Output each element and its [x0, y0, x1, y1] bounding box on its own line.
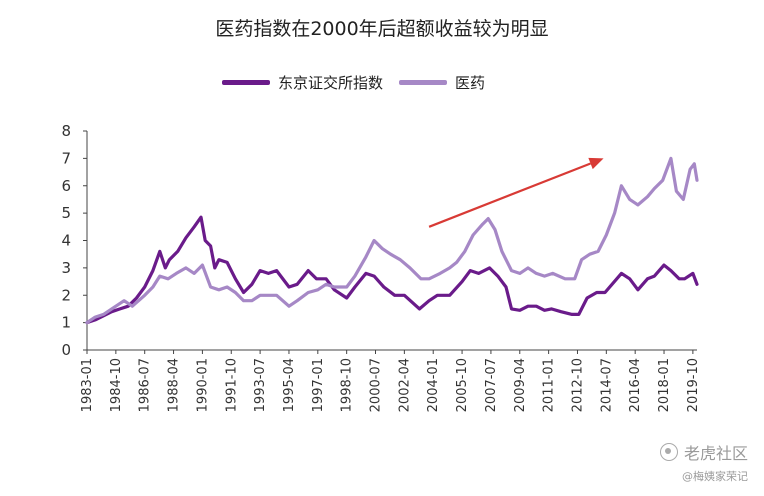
x-tick-label: 2009-04: [513, 358, 528, 412]
legend-swatch-tse: [222, 80, 270, 85]
watermark-brand-text: 老虎社区: [683, 444, 748, 463]
x-tick-label: 1990-01: [195, 358, 210, 412]
legend-label-tse: 东京证交所指数: [278, 74, 384, 92]
x-tick-label: 2014-07: [599, 358, 614, 412]
trend-arrow-shaft: [428, 162, 591, 228]
x-tick-label: 2011-01: [542, 358, 557, 412]
y-tick-label: 0: [61, 341, 71, 359]
y-axis-ticks: 0 1 2 3 4 5 6 7 8: [61, 122, 87, 359]
y-tick-label: 8: [61, 122, 71, 140]
chart-axes: [86, 131, 697, 351]
trend-arrow: [428, 157, 604, 228]
watermark-brand: 老虎社区: [659, 440, 748, 464]
x-tick-label: 2007-07: [484, 358, 499, 412]
x-tick-label: 1998-10: [340, 358, 355, 412]
y-tick-label: 5: [61, 204, 71, 222]
x-tick-label: 1995-04: [282, 358, 297, 412]
x-tick-label: 2019-10: [686, 358, 701, 412]
chart-title: 医药指数在2000年后超额收益较为明显: [215, 18, 549, 40]
x-tick-label: 2018-01: [657, 358, 672, 412]
chart-legend: 东京证交所指数 医药: [222, 72, 485, 93]
tiger-community-logo-icon: [659, 443, 678, 461]
x-tick-label: 1993-07: [253, 358, 268, 412]
x-tick-label: 2004-01: [426, 358, 441, 412]
y-tick-label: 2: [61, 286, 71, 304]
chart-series: [85, 156, 699, 325]
y-tick-label: 3: [61, 259, 71, 277]
legend-item-tse: 东京证交所指数: [222, 72, 383, 93]
watermark-author: @梅姨家荣记: [682, 470, 748, 483]
x-tick-label: 2002-04: [397, 358, 412, 412]
x-tick-label: 2012-10: [570, 358, 585, 412]
x-tick-label: 2000-07: [369, 358, 384, 412]
x-tick-label: 2005-10: [455, 358, 470, 412]
trend-arrow-head: [588, 157, 604, 170]
x-tick-label: 1991-10: [224, 358, 239, 412]
y-tick-label: 6: [61, 177, 71, 195]
series-line-pharma: [85, 156, 699, 325]
x-tick-label: 1997-01: [311, 358, 326, 412]
x-tick-label: 2016-04: [628, 358, 643, 412]
legend-item-pharma: 医药: [399, 72, 485, 93]
y-tick-label: 7: [61, 149, 71, 167]
x-tick-label: 1984-10: [109, 358, 124, 412]
x-axis-ticks: 1983-01 1984-10 1986-07 1988-04 1990-01 1991-…: [80, 350, 701, 412]
x-tick-label: 1986-07: [138, 358, 153, 412]
y-tick-label: 1: [61, 314, 71, 332]
x-tick-label: 1988-04: [167, 358, 182, 412]
legend-swatch-pharma: [399, 80, 448, 85]
series-line-tse: [85, 215, 699, 325]
y-tick-label: 4: [61, 232, 71, 250]
watermark: 老虎社区 @梅姨家荣记: [659, 440, 748, 484]
x-tick-label: 1983-01: [80, 358, 95, 412]
legend-label-pharma: 医药: [455, 74, 486, 92]
